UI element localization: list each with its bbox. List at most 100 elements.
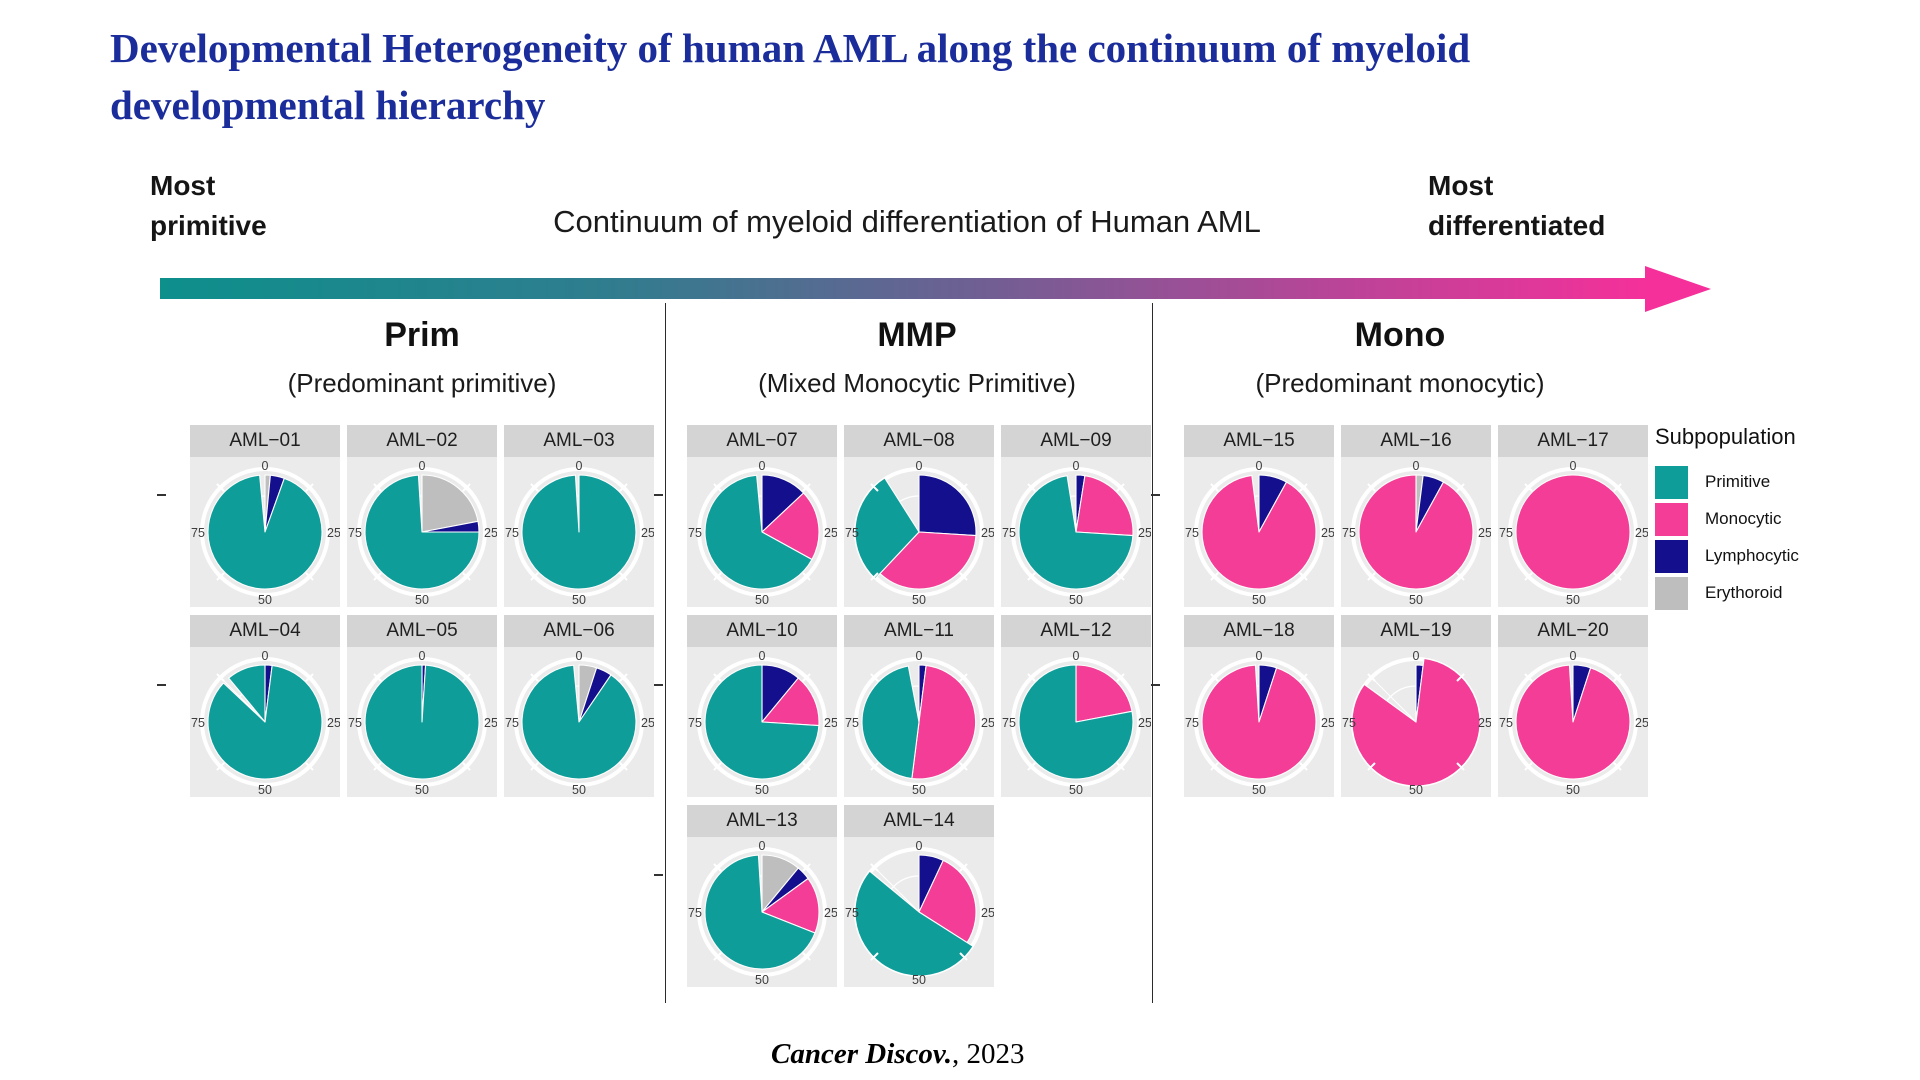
pie-tick-label-25: 25 bbox=[981, 526, 994, 540]
pie-tick-label-50: 50 bbox=[258, 593, 272, 607]
legend-entry-primitive: Primitive bbox=[1655, 464, 1885, 501]
legend-swatch-primitive bbox=[1655, 466, 1688, 499]
pie-panel-aml-12: AML−12 0 25 50 75 bbox=[1001, 615, 1152, 797]
pie-tick-label-25: 25 bbox=[824, 716, 837, 730]
pie-tick-label-0: 0 bbox=[1413, 649, 1420, 663]
pie-panel-plot-aml-03: 0 25 50 75 bbox=[504, 457, 655, 607]
pie-tick-label-50: 50 bbox=[1069, 593, 1083, 607]
pie-tick-label-25: 25 bbox=[1635, 526, 1648, 540]
group-title-mono: Mono bbox=[1354, 316, 1446, 354]
pie-tick-label-50: 50 bbox=[1252, 593, 1266, 607]
pie-panel-plot-aml-15: 0 25 50 75 bbox=[1184, 457, 1335, 607]
pie-tick-label-0: 0 bbox=[1256, 459, 1263, 473]
pie-tick-label-0: 0 bbox=[759, 459, 766, 473]
pie-tick-label-75: 75 bbox=[1185, 526, 1199, 540]
pie-tick-label-50: 50 bbox=[912, 593, 926, 607]
pie-tick-label-25: 25 bbox=[327, 526, 340, 540]
pie-tick-label-50: 50 bbox=[1069, 783, 1083, 797]
most-primitive-line2: primitive bbox=[150, 210, 267, 241]
legend-entry-lymphocytic: Lymphocytic bbox=[1655, 538, 1885, 575]
pie-tick-label-50: 50 bbox=[572, 783, 586, 797]
pie-tick-label-25: 25 bbox=[1138, 716, 1151, 730]
pie-panel-plot-aml-16: 0 25 50 75 bbox=[1341, 457, 1492, 607]
pie-chart-aml-06: 0 25 50 75 bbox=[505, 649, 655, 797]
pie-chart-aml-20: 0 25 50 75 bbox=[1499, 649, 1649, 797]
pie-panel-aml-18: AML−18 0 25 50 75 bbox=[1184, 615, 1335, 797]
axis-tick-dash bbox=[654, 684, 663, 686]
pie-chart-aml-13: 0 25 50 75 bbox=[688, 839, 838, 987]
pie-chart-aml-08: 0 25 50 75 bbox=[845, 459, 995, 607]
pie-panel-plot-aml-20: 0 25 50 75 bbox=[1498, 647, 1649, 797]
axis-tick-dash bbox=[1151, 684, 1160, 686]
pie-panel-plot-aml-04: 0 25 50 75 bbox=[190, 647, 341, 797]
pie-tick-label-0: 0 bbox=[1256, 649, 1263, 663]
pie-tick-label-25: 25 bbox=[981, 906, 994, 920]
pie-tick-label-50: 50 bbox=[1409, 593, 1423, 607]
pie-panel-plot-aml-19: 0 25 50 75 bbox=[1341, 647, 1492, 797]
pie-tick-label-75: 75 bbox=[348, 526, 362, 540]
pie-panel-plot-aml-07: 0 25 50 75 bbox=[687, 457, 838, 607]
pie-tick-label-75: 75 bbox=[845, 716, 859, 730]
pie-tick-label-0: 0 bbox=[916, 649, 923, 663]
pie-tick-label-75: 75 bbox=[348, 716, 362, 730]
legend: Subpopulation Primitive Monocytic Lymphocy… bbox=[1655, 424, 1885, 612]
pie-panel-title-aml-12: AML−12 bbox=[1001, 615, 1151, 647]
pie-chart-aml-10: 0 25 50 75 bbox=[688, 649, 838, 797]
pie-panel-title-aml-14: AML−14 bbox=[844, 805, 994, 837]
pie-chart-aml-16: 0 25 50 75 bbox=[1342, 459, 1492, 607]
pie-tick-label-50: 50 bbox=[415, 593, 429, 607]
pie-panel-aml-11: AML−11 0 25 50 75 bbox=[844, 615, 995, 797]
continuum-arrow-head-icon bbox=[1645, 266, 1711, 312]
pie-chart-aml-02: 0 25 50 75 bbox=[348, 459, 498, 607]
legend-label-primitive: Primitive bbox=[1705, 472, 1771, 491]
pie-tick-label-25: 25 bbox=[641, 526, 654, 540]
pie-tick-label-0: 0 bbox=[262, 649, 269, 663]
most-differentiated-line1: Most bbox=[1428, 170, 1494, 201]
pie-panel-plot-aml-01: 0 25 50 75 bbox=[190, 457, 341, 607]
pie-panel-aml-01: AML−01 0 25 50 75 bbox=[190, 425, 341, 607]
pie-chart-aml-07: 0 25 50 75 bbox=[688, 459, 838, 607]
pie-panel-aml-05: AML−05 0 25 50 75 bbox=[347, 615, 498, 797]
pie-panel-title-aml-04: AML−04 bbox=[190, 615, 340, 647]
pie-panel-title-aml-09: AML−09 bbox=[1001, 425, 1151, 457]
axis-tick-dash bbox=[1151, 494, 1160, 496]
pie-tick-label-50: 50 bbox=[755, 973, 769, 987]
legend-label-monocytic: Monocytic bbox=[1705, 509, 1782, 528]
pie-chart-aml-15: 0 25 50 75 bbox=[1185, 459, 1335, 607]
pie-tick-label-0: 0 bbox=[1570, 649, 1577, 663]
continuum-axis-label: Continuum of myeloid differentiation of … bbox=[553, 204, 1261, 239]
pie-tick-label-25: 25 bbox=[327, 716, 340, 730]
pie-chart-aml-11: 0 25 50 75 bbox=[845, 649, 995, 797]
pie-panel-title-aml-11: AML−11 bbox=[844, 615, 994, 647]
pie-panel-aml-08: AML−08 0 25 50 75 bbox=[844, 425, 995, 607]
pie-tick-label-0: 0 bbox=[1073, 459, 1080, 473]
pie-tick-label-0: 0 bbox=[916, 459, 923, 473]
figure-title-line1: Developmental Heterogeneity of human AML… bbox=[110, 25, 1471, 71]
pie-panel-title-aml-15: AML−15 bbox=[1184, 425, 1334, 457]
pie-panel-title-aml-08: AML−08 bbox=[844, 425, 994, 457]
pie-chart-aml-14: 0 25 50 75 bbox=[845, 839, 995, 987]
legend-swatch-lymphocytic bbox=[1655, 540, 1688, 573]
pie-tick-label-50: 50 bbox=[755, 593, 769, 607]
pie-panel-plot-aml-06: 0 25 50 75 bbox=[504, 647, 655, 797]
pie-tick-label-50: 50 bbox=[755, 783, 769, 797]
pie-tick-label-50: 50 bbox=[912, 783, 926, 797]
pie-chart-aml-12: 0 25 50 75 bbox=[1002, 649, 1152, 797]
axis-tick-dash bbox=[654, 874, 663, 876]
pie-tick-label-25: 25 bbox=[641, 716, 654, 730]
axis-tick-dash bbox=[157, 494, 166, 496]
pie-panel-title-aml-20: AML−20 bbox=[1498, 615, 1648, 647]
figure-title-line2: developmental hierarchy bbox=[110, 82, 546, 128]
legend-label-erythoroid: Erythoroid bbox=[1705, 583, 1783, 602]
pie-panel-title-aml-02: AML−02 bbox=[347, 425, 497, 457]
pie-tick-label-75: 75 bbox=[191, 716, 205, 730]
pie-panel-plot-aml-09: 0 25 50 75 bbox=[1001, 457, 1152, 607]
most-primitive-line1: Most bbox=[150, 170, 216, 201]
pie-panel-title-aml-16: AML−16 bbox=[1341, 425, 1491, 457]
pie-tick-label-50: 50 bbox=[415, 783, 429, 797]
pie-panel-title-aml-10: AML−10 bbox=[687, 615, 837, 647]
pie-panel-aml-04: AML−04 0 25 50 75 bbox=[190, 615, 341, 797]
pie-panel-aml-03: AML−03 0 25 50 75 bbox=[504, 425, 655, 607]
pie-tick-label-25: 25 bbox=[1478, 716, 1491, 730]
pie-panel-title-aml-13: AML−13 bbox=[687, 805, 837, 837]
